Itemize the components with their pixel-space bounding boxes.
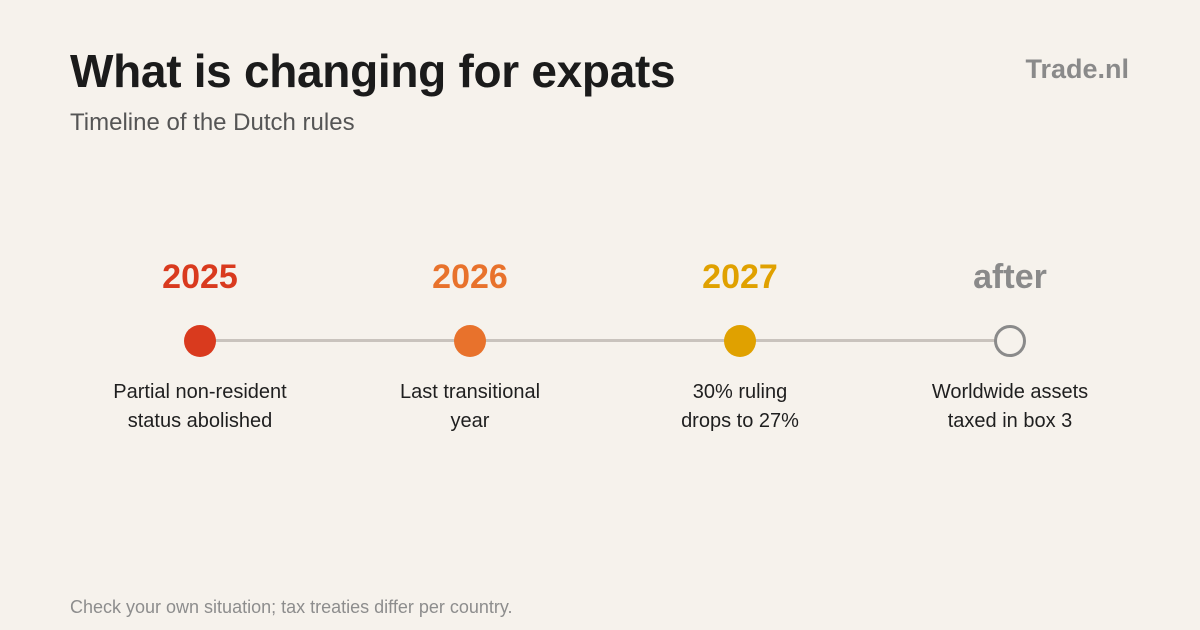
milestone-dot [724,325,756,357]
milestone-description-line: taxed in box 3 [947,410,1073,432]
footnote: Check your own situation; tax treaties d… [70,597,513,617]
milestone-dot [184,325,216,357]
page-title: What is changing for expats [70,45,676,97]
milestone-description-line: Worldwide assets [931,381,1089,403]
milestone-2027: 2027 30% ruling drops to 27% [610,0,870,630]
milestone-description: Partial non-resident status abolished [70,378,330,436]
milestone-description: Worldwide assets taxed in box 3 [880,378,1140,436]
milestone-year: after [973,258,1047,296]
milestone-dot [454,325,486,357]
brand-logo: Trade.nl [1025,54,1129,84]
milestone-year: 2027 [702,258,778,296]
milestone-year: 2026 [432,258,508,296]
timeline-line [200,339,1010,342]
milestone-description-line: Partial non-resident [113,381,287,403]
milestone-description-line: 30% ruling [692,381,788,403]
milestone-2026: 2026 Last transitional year [340,0,600,630]
milestone-year: 2025 [162,258,238,296]
milestone-description: Last transitional year [340,378,600,436]
milestone-2025: 2025 Partial non-resident status abolish… [70,0,330,630]
milestone-dot [994,325,1026,357]
milestone-after: after Worldwide assets taxed in box 3 [880,0,1140,630]
page-subtitle: Timeline of the Dutch rules [70,109,355,136]
milestone-description-line: drops to 27% [681,410,799,432]
milestone-description-line: Last transitional [399,381,541,403]
milestone-description-line: status abolished [127,410,273,432]
milestone-description-line: year [450,410,490,432]
milestone-description: 30% ruling drops to 27% [610,378,870,436]
